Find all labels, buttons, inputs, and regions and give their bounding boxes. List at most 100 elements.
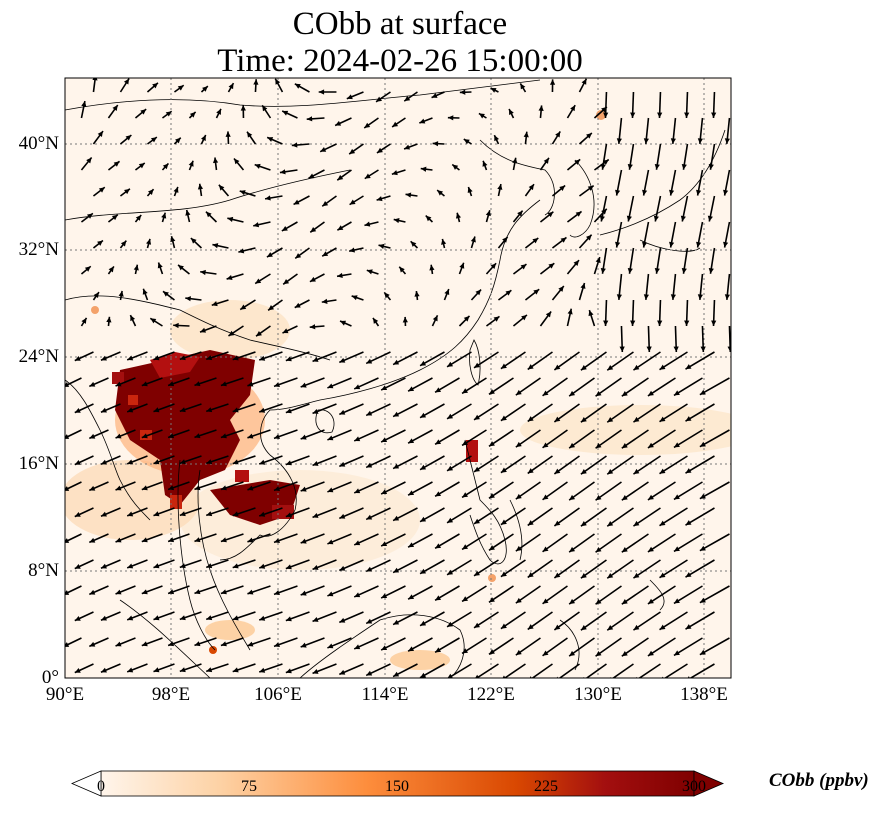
wind-arrowhead (232, 355, 239, 361)
wind-arrowhead (527, 520, 534, 526)
wind-arrowhead (393, 218, 400, 224)
wind-arrowhead (162, 163, 169, 170)
wind-arrowhead (179, 667, 186, 673)
wind-arrowhead (133, 264, 139, 271)
wind-arrowhead (283, 279, 290, 285)
wind-arrowhead (527, 624, 534, 630)
wind-arrowhead (435, 491, 442, 497)
wind-arrowhead (410, 241, 417, 247)
lat-tick: 16°N (18, 453, 59, 474)
wind-arrowhead (459, 262, 465, 269)
wind-arrowhead (392, 121, 399, 127)
wind-arrowhead (197, 183, 204, 190)
wind-arrowhead (206, 563, 213, 569)
wind-arrowhead (256, 330, 262, 337)
wind-arrowhead (673, 546, 680, 552)
wind-arrowhead (194, 381, 201, 387)
wind-arrow (633, 611, 661, 631)
wind-arrowhead (354, 488, 361, 494)
wind-arrowhead (621, 495, 628, 501)
wind-arrowhead (515, 649, 522, 656)
wind-arrowhead (327, 383, 334, 389)
wind-arrowhead (699, 441, 706, 447)
wind-arrowhead (381, 541, 388, 547)
wind-arrowhead (65, 382, 70, 387)
wind-arrowhead (647, 442, 654, 448)
wind-arrowhead (621, 391, 628, 397)
wind-arrowhead (161, 212, 167, 219)
wind-arrowhead (724, 138, 730, 144)
wind-arrowhead (372, 317, 379, 324)
wind-arrowhead (127, 355, 134, 361)
colorbar-min-extend (70, 770, 102, 797)
wind-arrowhead (153, 407, 160, 413)
wind-arrowhead (274, 642, 280, 647)
wind-arrowhead (527, 572, 534, 578)
wind-arrowhead (65, 434, 70, 439)
wind-arrowhead (178, 264, 184, 271)
wind-arrowhead (402, 316, 408, 323)
wind-arrowhead (89, 641, 96, 647)
wind-arrowhead (554, 364, 561, 370)
wind-arrowhead (206, 615, 213, 621)
wind-arrowhead (554, 572, 561, 578)
wind-arrowhead (543, 157, 549, 164)
wind-arrowhead (512, 157, 518, 164)
wind-arrowhead (420, 412, 427, 418)
map-time: Time: 2024-02-26 15:00:00 (217, 43, 583, 79)
wind-arrowhead (621, 599, 628, 605)
wind-arrowhead (575, 211, 582, 217)
wind-arrowhead (318, 89, 325, 95)
wind-arrowhead (239, 190, 246, 196)
wind-arrowhead (188, 160, 194, 167)
wind-arrow (633, 351, 661, 371)
wind-arrow (685, 559, 715, 578)
wind-arrowhead (168, 537, 175, 543)
wind-arrowhead (673, 390, 680, 396)
wind-arrowhead (205, 211, 212, 218)
wind-arrowhead (646, 346, 652, 352)
wind-arrowhead (542, 546, 549, 552)
wind-arrowhead (463, 315, 470, 322)
wind-arrowhead (220, 641, 227, 647)
wind-arrowhead (212, 157, 219, 164)
wind-arrowhead (633, 520, 640, 527)
wind-arrow (685, 611, 715, 630)
wind-arrow (659, 351, 688, 371)
wind-arrowhead (408, 646, 415, 652)
wind-arrowhead (447, 621, 454, 627)
wind-arrowhead (435, 387, 442, 393)
wind-arrowhead (206, 459, 213, 465)
wind-arrowhead (414, 291, 420, 297)
wind-arrowhead (673, 442, 680, 448)
wind-arrowhead (607, 417, 614, 423)
wind-arrowhead (408, 594, 415, 600)
wind-arrowhead (647, 546, 654, 552)
wind-arrowhead (723, 241, 729, 248)
wind-arrowhead (500, 519, 507, 525)
wind-arrow (673, 533, 703, 553)
wind-arrowhead (106, 316, 112, 323)
wind-arrowhead (474, 414, 480, 420)
wind-arrowhead (643, 294, 649, 300)
wind-arrowhead (474, 518, 480, 524)
wind-arrowhead (505, 290, 512, 296)
wind-arrowhead (335, 120, 342, 126)
wind-arrowhead (148, 189, 154, 195)
wind-arrow (633, 455, 661, 475)
wind-arrowhead (354, 592, 361, 598)
wind-arrowhead (700, 346, 706, 352)
wind-arrowhead (327, 643, 334, 649)
wind-arrowhead (542, 494, 549, 500)
wind-arrowhead (488, 389, 495, 395)
wind-arrowhead (545, 311, 552, 318)
wind-arrowhead (696, 241, 702, 248)
wind-arrowhead (586, 133, 592, 139)
wind-arrowhead (281, 226, 288, 231)
wind-arrowhead (100, 563, 107, 569)
wind-arrowhead (81, 101, 87, 107)
wind-arrowhead (420, 620, 427, 626)
wind-arrow (611, 663, 634, 678)
colorbar-tick: 0 (97, 778, 105, 795)
wind-arrowhead (232, 407, 239, 413)
